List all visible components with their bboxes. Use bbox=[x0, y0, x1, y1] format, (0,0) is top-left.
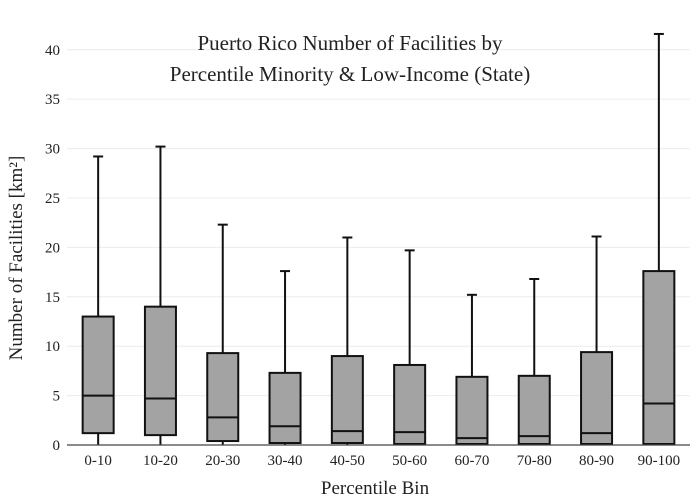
box-iqr bbox=[393, 363, 427, 446]
y-tick-label: 35 bbox=[45, 92, 60, 108]
box-iqr bbox=[455, 375, 489, 446]
box-70-80 bbox=[517, 278, 551, 446]
chart-title-line-2: Percentile Minority & Low-Income (State) bbox=[170, 62, 530, 86]
box-80-90 bbox=[580, 235, 614, 446]
x-tick-label: 20-30 bbox=[205, 453, 240, 469]
x-tick-label: 80-90 bbox=[579, 453, 614, 469]
x-tick-label: 0-10 bbox=[84, 453, 112, 469]
box-iqr bbox=[143, 305, 177, 437]
y-tick-label: 40 bbox=[45, 43, 60, 59]
box-plot-series bbox=[81, 32, 676, 446]
box-50-60 bbox=[393, 249, 427, 446]
x-axis-ticks: 0-10 10-20 20-30 30-40 40-50 50-60 60-70 70-80 8… bbox=[84, 453, 680, 469]
box-iqr bbox=[268, 371, 302, 445]
box-90-100 bbox=[642, 32, 676, 446]
x-tick-label: 50-60 bbox=[392, 453, 427, 469]
chart-title-line-1: Puerto Rico Number of Facilities by bbox=[197, 31, 503, 55]
y-tick-label: 10 bbox=[45, 339, 60, 355]
x-tick-label: 60-70 bbox=[454, 453, 489, 469]
x-axis-label: Percentile Bin bbox=[321, 478, 430, 499]
y-tick-label: 0 bbox=[53, 438, 61, 454]
box-iqr bbox=[81, 315, 115, 435]
box-40-50 bbox=[330, 236, 364, 445]
box-0-10 bbox=[81, 155, 115, 445]
y-tick-label: 5 bbox=[53, 389, 61, 405]
box-iqr bbox=[642, 270, 676, 446]
box-60-70 bbox=[455, 293, 489, 446]
y-axis-ticks: 0 5 10 15 20 25 30 35 40 bbox=[45, 43, 60, 454]
x-tick-label: 90-100 bbox=[638, 453, 681, 469]
x-tick-label: 10-20 bbox=[143, 453, 178, 469]
x-tick-label: 30-40 bbox=[268, 453, 303, 469]
x-tick-label: 70-80 bbox=[517, 453, 552, 469]
y-tick-label: 25 bbox=[45, 191, 60, 207]
y-axis-label: Number of Facilities [km²] bbox=[6, 156, 27, 361]
box-30-40 bbox=[268, 270, 302, 445]
y-tick-label: 30 bbox=[45, 142, 60, 158]
box-20-30 bbox=[206, 223, 240, 445]
box-iqr bbox=[517, 374, 551, 446]
box-iqr bbox=[580, 351, 614, 446]
box-iqr bbox=[330, 355, 364, 445]
box-iqr bbox=[206, 352, 240, 443]
box-10-20 bbox=[143, 145, 177, 445]
x-tick-label: 40-50 bbox=[330, 453, 365, 469]
y-tick-label: 20 bbox=[45, 240, 60, 256]
y-tick-label: 15 bbox=[45, 290, 60, 306]
